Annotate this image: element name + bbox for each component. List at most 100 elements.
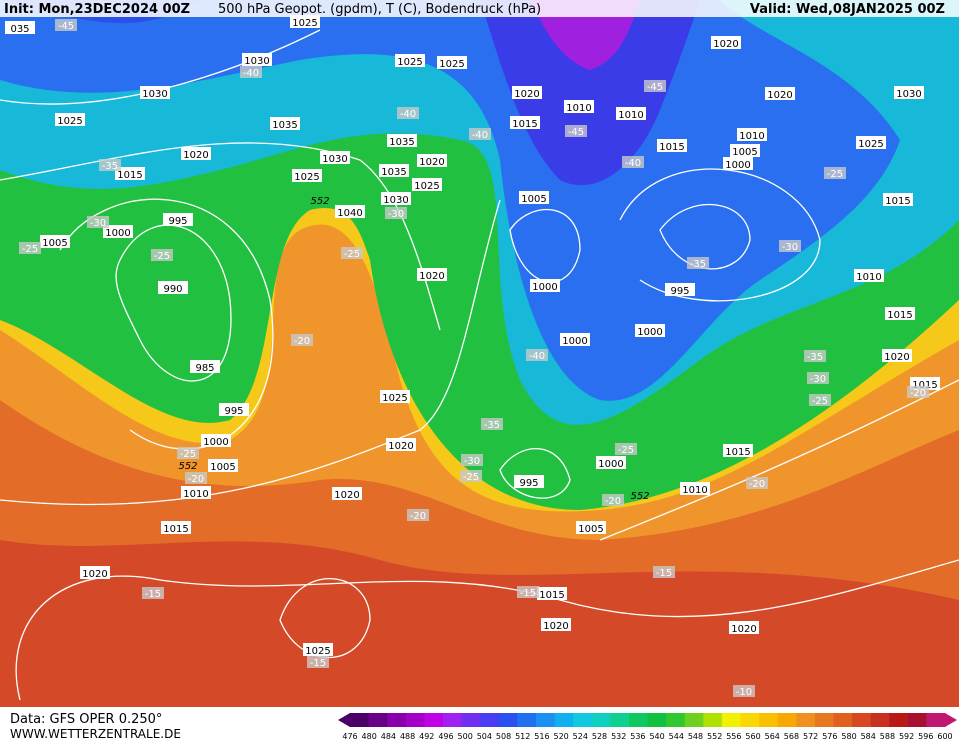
scale-label: 540 <box>649 732 664 741</box>
isobar-label-box <box>560 333 590 346</box>
site: WWW.WETTERZENTRALE.DE <box>10 727 181 741</box>
temperature-label-box <box>809 394 831 406</box>
scale-cell <box>870 713 890 727</box>
isobar-label: 1025 <box>294 172 319 183</box>
scale-cell <box>554 713 574 727</box>
isobar-label-box <box>723 157 753 170</box>
temperature-label: -20 <box>910 388 926 399</box>
height-label: 552 <box>630 491 649 502</box>
temperature-label-box <box>653 566 675 578</box>
isobar-label: 1030 <box>244 56 269 67</box>
temperature-label-box <box>469 128 491 140</box>
isobar-line <box>619 168 821 302</box>
isobar-label-box <box>723 444 753 457</box>
temperature-label-box <box>615 443 637 455</box>
scale-cell <box>684 713 704 727</box>
isobar-label: 1020 <box>419 157 444 168</box>
scale-cell <box>368 713 388 727</box>
scale-label: 572 <box>803 732 818 741</box>
isobar-label: 1020 <box>713 39 738 50</box>
temperature-label: -15 <box>520 588 536 599</box>
temperature-label-box <box>397 107 419 119</box>
scale-cell <box>833 713 853 727</box>
chart-title: 500 hPa Geopot. (gpdm), T (C), Bodendruc… <box>218 2 541 17</box>
isobar-label-box <box>332 487 362 500</box>
isobar-label: 1000 <box>562 336 587 347</box>
isobar-label-box <box>417 154 447 167</box>
isobar-label: 1020 <box>183 150 208 161</box>
temperature-label-box <box>746 477 768 489</box>
temperature-label: -15 <box>656 568 672 579</box>
temperature-label: -10 <box>736 687 752 698</box>
isobar-label: 995 <box>670 286 689 297</box>
temperature-label: -45 <box>647 82 663 93</box>
isobar-label: 1025 <box>305 646 330 657</box>
isobar-label-box <box>512 86 542 99</box>
scale-label: 516 <box>534 732 549 741</box>
scale-label: 484 <box>381 732 396 741</box>
isobar-label: 1030 <box>142 89 167 100</box>
isobar-label: 035 <box>10 24 29 35</box>
isobar-label-box <box>737 128 767 141</box>
temperature-label: -35 <box>484 420 500 431</box>
temperature-label-box <box>185 472 207 484</box>
scale-cell <box>628 713 648 727</box>
temperature-label-box <box>177 447 199 459</box>
isobar-label: 1025 <box>57 116 82 127</box>
temperature-label-box <box>151 249 173 261</box>
scale-label: 576 <box>822 732 837 741</box>
scale-cell <box>889 713 909 727</box>
temperature-label-box <box>385 207 407 219</box>
scale-arrow-left <box>338 713 350 727</box>
isobar-label: 1025 <box>414 181 439 192</box>
temperature-label: -45 <box>568 127 584 138</box>
scale-cell <box>535 713 556 727</box>
isobar-label: 1005 <box>42 238 67 249</box>
isobar-label: 1010 <box>856 272 881 283</box>
temperature-label-box <box>341 247 363 259</box>
isobar-label-box <box>40 235 70 248</box>
isobar-label-box <box>158 281 188 294</box>
isobar-label: 1040 <box>337 208 362 219</box>
isobar-label-box <box>303 643 333 656</box>
isobar-label: 1000 <box>532 282 557 293</box>
isobar-label: 1015 <box>725 447 750 458</box>
isobar-label: 995 <box>168 216 187 227</box>
isobar-line <box>0 142 441 331</box>
temperature-label-box <box>824 167 846 179</box>
scale-label: 500 <box>458 732 473 741</box>
scale-label: 560 <box>745 732 760 741</box>
scale-label: 520 <box>553 732 568 741</box>
height-label: 552 <box>178 461 197 472</box>
isobar-label: 1025 <box>439 59 464 70</box>
isobar-label: 1030 <box>322 154 347 165</box>
isobar-label-box <box>510 116 540 129</box>
isobar-label: 1000 <box>105 228 130 239</box>
scale-cell <box>852 713 872 727</box>
isobar-label-box <box>80 566 110 579</box>
scale-cell <box>610 713 630 727</box>
temperature-label-box <box>461 454 483 466</box>
isobar-label-box <box>635 324 665 337</box>
scale-label: 568 <box>784 732 799 741</box>
isobar-label: 1010 <box>183 489 208 500</box>
scale-label: 512 <box>515 732 530 741</box>
isobar-label: 1015 <box>887 310 912 321</box>
temperature-label-box <box>481 418 503 430</box>
scale-cell <box>666 713 686 727</box>
temperature-label-box <box>291 334 313 346</box>
isobar-label: 1015 <box>539 590 564 601</box>
zone-purple <box>530 0 640 70</box>
temperature-label-box <box>807 372 829 384</box>
temperature-label: -30 <box>782 242 798 253</box>
temperature-label-box <box>407 509 429 521</box>
scale-label: 556 <box>726 732 741 741</box>
temperature-label-box <box>779 240 801 252</box>
isobar-label: 1000 <box>598 459 623 470</box>
scale-label: 592 <box>899 732 914 741</box>
isobar-label-box <box>290 15 320 28</box>
isobar-label-box <box>140 86 170 99</box>
isobar-label: 1020 <box>334 490 359 501</box>
init-time: Init: Mon,23DEC2024 00Z <box>4 2 190 17</box>
temperature-label-box <box>460 470 482 482</box>
